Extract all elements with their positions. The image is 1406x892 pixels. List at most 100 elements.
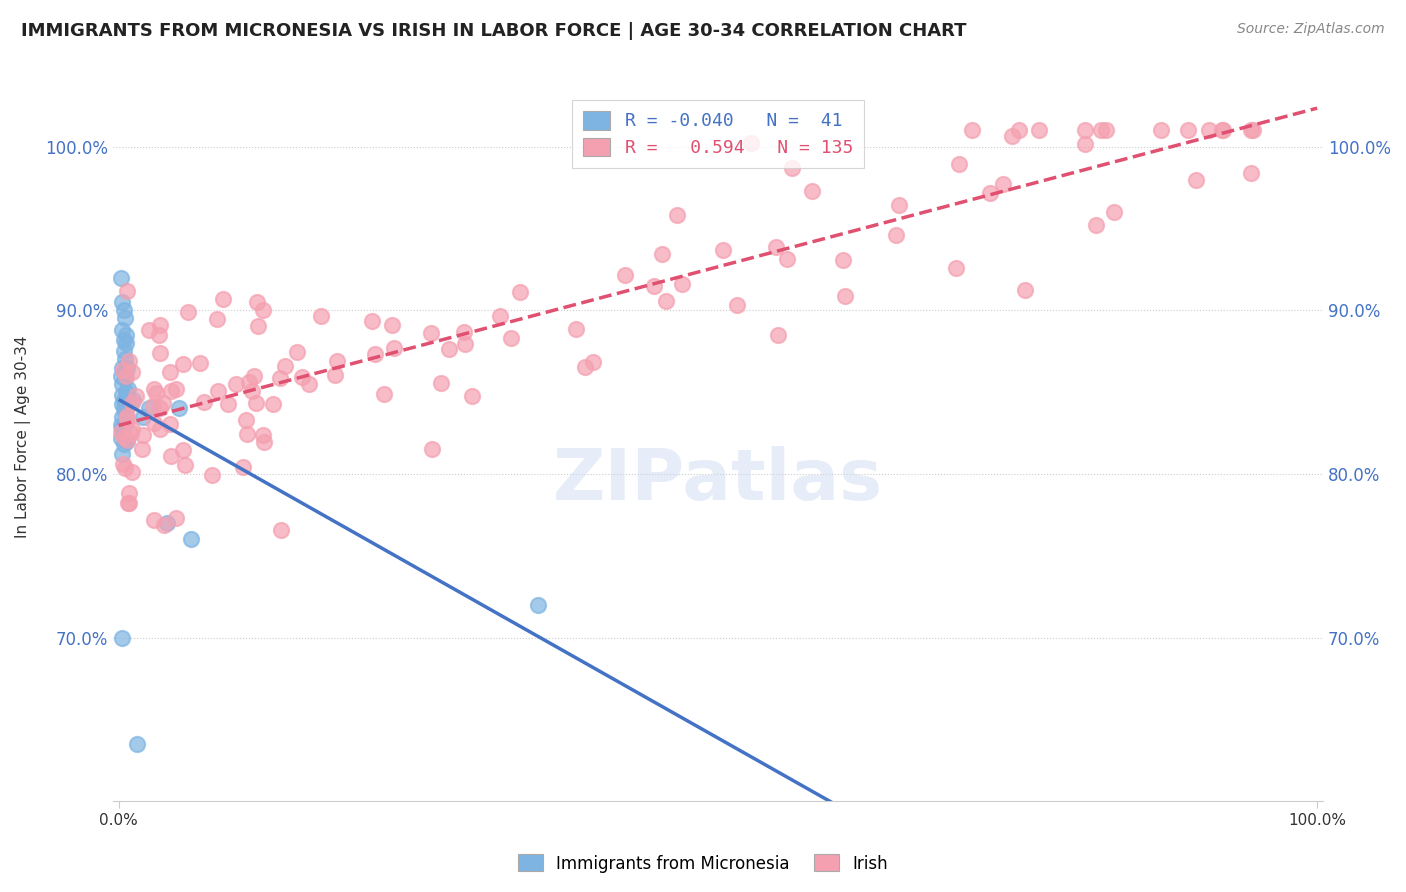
Point — [766, 328, 789, 343]
Point — [453, 326, 475, 340]
Point — [165, 382, 187, 396]
Point — [112, 430, 135, 444]
Point — [193, 395, 215, 409]
Point — [145, 385, 167, 400]
Point — [110, 425, 132, 439]
Point — [1090, 123, 1112, 137]
Point — [122, 393, 145, 408]
Point — [1212, 123, 1234, 137]
Point — [430, 376, 453, 390]
Point — [111, 323, 134, 337]
Point — [801, 184, 824, 198]
Point — [114, 372, 136, 386]
Point — [1000, 129, 1022, 144]
Point — [991, 177, 1014, 191]
Point — [115, 335, 138, 350]
Point — [1211, 123, 1233, 137]
Point — [112, 437, 135, 451]
Point — [131, 442, 153, 456]
Point — [242, 384, 264, 398]
Point — [205, 311, 228, 326]
Point — [740, 136, 762, 151]
Point — [454, 336, 477, 351]
Point — [152, 396, 174, 410]
Point — [613, 268, 636, 282]
Point — [962, 123, 984, 137]
Point — [461, 389, 484, 403]
Point — [121, 364, 143, 378]
Point — [118, 496, 141, 510]
Point — [159, 417, 181, 431]
Point — [118, 353, 141, 368]
Point — [420, 442, 443, 456]
Point — [121, 465, 143, 479]
Point — [948, 157, 970, 171]
Point — [114, 405, 136, 419]
Point — [138, 401, 160, 416]
Point — [776, 252, 799, 266]
Point — [671, 277, 693, 292]
Point — [235, 427, 257, 442]
Point — [121, 422, 143, 436]
Point — [172, 357, 194, 371]
Point — [152, 517, 174, 532]
Point — [765, 239, 787, 253]
Point — [285, 344, 308, 359]
Point — [945, 260, 967, 275]
Point — [114, 368, 136, 383]
Point — [665, 209, 688, 223]
Point — [527, 598, 550, 612]
Point — [115, 327, 138, 342]
Point — [238, 375, 260, 389]
Point — [156, 516, 179, 530]
Point — [246, 294, 269, 309]
Point — [148, 328, 170, 343]
Point — [112, 333, 135, 347]
Point — [298, 377, 321, 392]
Point — [235, 412, 257, 426]
Point — [111, 363, 134, 377]
Point — [132, 409, 155, 424]
Point — [159, 365, 181, 379]
Point — [325, 353, 347, 368]
Point — [149, 401, 172, 415]
Point — [112, 366, 135, 380]
Point — [125, 737, 148, 751]
Point — [247, 319, 270, 334]
Text: Source: ZipAtlas.com: Source: ZipAtlas.com — [1237, 22, 1385, 37]
Point — [437, 342, 460, 356]
Point — [110, 368, 132, 383]
Point — [509, 285, 531, 299]
Point — [725, 298, 748, 312]
Point — [114, 311, 136, 326]
Point — [174, 458, 197, 472]
Point — [269, 371, 291, 385]
Point — [188, 356, 211, 370]
Y-axis label: In Labor Force | Age 30-34: In Labor Force | Age 30-34 — [15, 335, 31, 538]
Point — [142, 382, 165, 396]
Point — [420, 326, 443, 340]
Point — [1028, 123, 1050, 137]
Point — [207, 384, 229, 399]
Point — [114, 352, 136, 367]
Point — [212, 292, 235, 306]
Point — [489, 309, 512, 323]
Point — [117, 393, 139, 408]
Point — [291, 369, 314, 384]
Point — [111, 295, 134, 310]
Point — [581, 354, 603, 368]
Point — [252, 303, 274, 318]
Point — [373, 386, 395, 401]
Point — [125, 388, 148, 402]
Point — [979, 186, 1001, 200]
Legend: R = -0.040   N =  41, R =   0.594   N = 135: R = -0.040 N = 41, R = 0.594 N = 135 — [572, 100, 863, 168]
Point — [651, 247, 673, 261]
Point — [1094, 123, 1116, 137]
Point — [884, 227, 907, 242]
Point — [1240, 166, 1263, 180]
Point — [111, 447, 134, 461]
Point — [112, 401, 135, 416]
Point — [111, 388, 134, 402]
Point — [1102, 204, 1125, 219]
Point — [499, 331, 522, 345]
